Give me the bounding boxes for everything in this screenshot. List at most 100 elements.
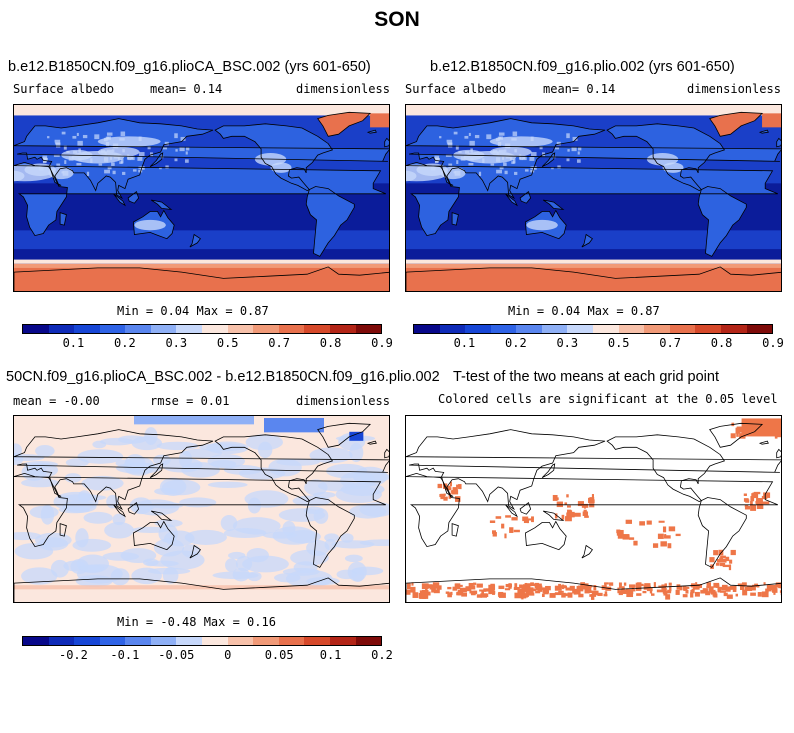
panel-2-title: b.e12.B1850CN.f09_g16.plio.002 (yrs 601-… — [430, 59, 735, 75]
coastline-borneo — [127, 502, 140, 515]
significant-cell — [556, 501, 563, 508]
significant-cell — [431, 584, 437, 588]
snow-cell — [77, 140, 83, 146]
colorbar-swatch — [414, 325, 440, 333]
significant-cell — [565, 587, 573, 591]
map-svg — [14, 105, 389, 291]
significant-cell — [744, 506, 751, 510]
significant-cell — [719, 590, 726, 593]
significant-cell — [667, 543, 672, 549]
panel-1-minmax: Min = 0.04 Max = 0.87 — [117, 304, 269, 318]
coastline-greenland — [709, 422, 764, 448]
colorbar-tick-label: -0.1 — [110, 648, 140, 662]
diff-patch — [312, 491, 336, 499]
significant-cell — [514, 592, 522, 599]
significant-cell — [576, 585, 584, 592]
colorbar-swatch — [150, 325, 177, 333]
snow-cell — [495, 137, 500, 142]
significant-cell — [646, 520, 652, 525]
significant-cell — [504, 533, 507, 539]
significant-cell — [509, 527, 514, 533]
significant-cell — [407, 583, 411, 590]
significant-cell — [771, 586, 777, 592]
colorbar-swatch — [490, 325, 517, 333]
coastline-eurasia — [14, 429, 389, 511]
significant-cell — [676, 584, 681, 590]
significant-cell — [513, 587, 519, 590]
significant-cell — [667, 589, 672, 594]
significant-cell — [617, 534, 623, 539]
significant-cell — [682, 594, 688, 598]
snow-cell — [138, 136, 142, 142]
colorbar-tick-label: 0.2 — [505, 336, 527, 350]
significant-cell — [758, 505, 763, 509]
snow-cell — [185, 151, 188, 155]
coastline-antarctica — [406, 266, 781, 291]
significant-cell — [739, 584, 745, 590]
snow-cell — [78, 158, 82, 161]
diff-patch — [207, 481, 248, 488]
snow-cell — [464, 135, 469, 139]
significant-cell — [554, 513, 558, 519]
significant-cell — [638, 583, 644, 587]
map-svg — [406, 105, 781, 291]
snow-cell — [100, 149, 106, 153]
snow-cell — [498, 132, 505, 136]
significant-cell — [567, 509, 572, 515]
snow-cell — [514, 149, 517, 153]
colorbar-tick-label: -0.05 — [158, 648, 195, 662]
coastline-madagascar — [451, 523, 459, 537]
snow-cell — [499, 166, 504, 170]
significant-cell — [620, 589, 627, 594]
snow-cell — [126, 154, 130, 160]
significant-cell — [618, 582, 622, 589]
snow-cell — [478, 171, 482, 176]
snow-cell — [103, 137, 108, 142]
colorbar-tick-label: 0.7 — [659, 336, 681, 350]
snow-cell — [577, 151, 580, 155]
snow-cell — [138, 152, 145, 157]
significant-cell — [623, 582, 627, 586]
diff-patch — [23, 461, 58, 468]
snow-cell — [496, 151, 499, 157]
significant-cell — [658, 520, 665, 523]
panel-1-colorbar — [22, 324, 382, 334]
colorbar-swatch — [567, 325, 594, 333]
significant-cell — [651, 593, 655, 596]
snow-cell — [105, 136, 110, 140]
diff-patch — [77, 449, 124, 464]
coastline-uk — [384, 448, 389, 459]
significant-cell — [554, 585, 562, 591]
snow-cell — [556, 141, 561, 146]
significant-cell — [410, 586, 416, 593]
snow-cell — [474, 134, 480, 139]
significant-cell — [561, 592, 566, 598]
snow-cell — [468, 163, 474, 166]
coastline-namerica — [214, 123, 334, 192]
significant-cell — [736, 432, 739, 437]
colorbar-tick-label: 0.2 — [114, 336, 136, 350]
panel-3-map — [13, 415, 390, 603]
significant-cell — [755, 500, 762, 504]
snow-cell — [567, 149, 570, 152]
snow-cell — [180, 136, 186, 141]
significant-cell — [459, 587, 467, 593]
snow-cell — [76, 163, 82, 166]
sea-ice-edge — [14, 259, 389, 264]
land-samerica — [306, 186, 355, 257]
coastline-sumatra — [113, 504, 126, 518]
significant-cell — [469, 585, 476, 590]
diff-patch — [278, 508, 326, 522]
significant-cell — [505, 583, 512, 588]
colorbar-swatch — [227, 325, 254, 333]
significant-cell — [781, 423, 782, 425]
snow-cell — [505, 143, 511, 149]
snow-cell — [460, 156, 466, 161]
bright-surface-patch — [406, 170, 417, 182]
panel-2-minmax: Min = 0.04 Max = 0.87 — [508, 304, 660, 318]
diff-patch — [184, 529, 227, 545]
significant-cell — [483, 588, 487, 592]
colorbar-tick-label: 0.3 — [556, 336, 579, 350]
snow-cell — [530, 169, 535, 173]
snow-cell — [511, 161, 515, 164]
